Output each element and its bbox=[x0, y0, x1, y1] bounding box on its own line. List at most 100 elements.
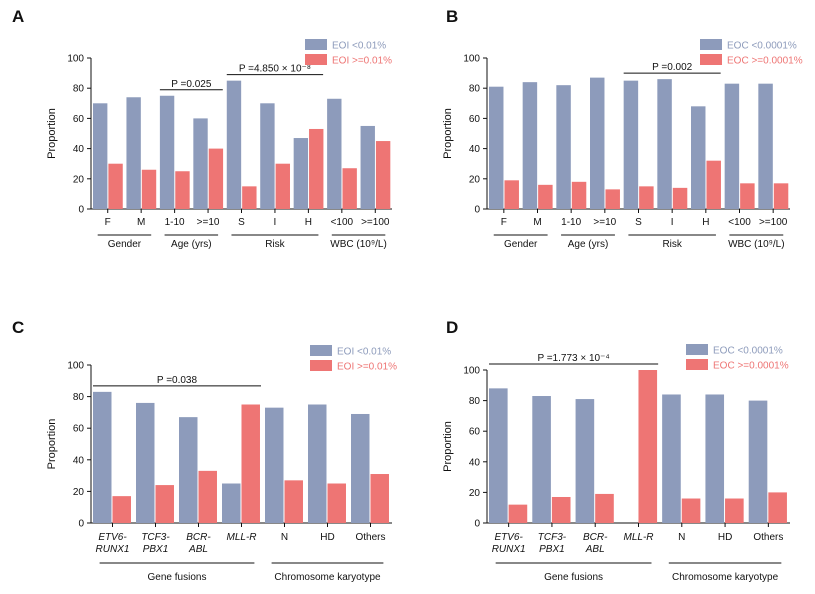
bar-series2 bbox=[706, 160, 721, 209]
legend-label: EOI >=0.01% bbox=[332, 56, 392, 67]
chart-panel-d: D 0 20 40 60 80 100 Proportion ETV6-RUNX1 TCF3-PB… bbox=[442, 318, 790, 583]
significance-label: P =0.038 bbox=[157, 375, 198, 386]
y-tick-label: 40 bbox=[469, 457, 481, 468]
legend-swatch bbox=[305, 39, 327, 50]
y-tick-label: 100 bbox=[67, 54, 84, 65]
x-tick-label: >=100 bbox=[759, 217, 788, 228]
x-tick-label: HD bbox=[320, 532, 334, 543]
bar-series1 bbox=[93, 103, 108, 209]
bar-series1 bbox=[93, 391, 112, 523]
bar-series1 bbox=[226, 80, 242, 210]
y-tick-label: 60 bbox=[469, 427, 481, 438]
bar-series2 bbox=[740, 183, 755, 209]
bar-series2 bbox=[327, 483, 346, 523]
bar-series1 bbox=[662, 394, 681, 523]
x-tick-label: 1-10 bbox=[165, 217, 185, 228]
chart-panel-b: B 0 20 40 60 80 100 Proportion F M 1-10 >=10 S I H <100… bbox=[442, 7, 803, 250]
x-tick-label: F bbox=[105, 217, 111, 228]
bar-series2 bbox=[108, 163, 123, 209]
y-axis-title: Proportion bbox=[442, 108, 454, 159]
bar-series2 bbox=[605, 189, 620, 209]
group-label: Chromosome karyotype bbox=[274, 572, 381, 583]
y-tick-label: 80 bbox=[73, 84, 85, 95]
chart-panel-a: A 0 20 40 60 80 100 Proportion F M 1-10 >=10 S I H <100… bbox=[12, 7, 392, 250]
bar-series1 bbox=[489, 388, 508, 523]
panel-letter: C bbox=[12, 318, 24, 337]
y-axis-title: Proportion bbox=[442, 421, 454, 472]
panel-letter: A bbox=[12, 7, 24, 26]
y-tick-label: 20 bbox=[73, 487, 85, 498]
bar-series1 bbox=[724, 83, 740, 209]
x-tick-label: N bbox=[281, 532, 288, 543]
bar-series1 bbox=[758, 83, 773, 209]
bar-series2 bbox=[638, 370, 658, 523]
x-tick-label: >=10 bbox=[197, 217, 220, 228]
y-tick-label: 0 bbox=[78, 205, 84, 216]
y-tick-label: 60 bbox=[73, 424, 85, 435]
bar-series1 bbox=[136, 402, 155, 523]
bar-series2 bbox=[370, 474, 389, 523]
bar-series1 bbox=[126, 97, 141, 209]
bar-series1 bbox=[705, 394, 725, 523]
bar-series2 bbox=[725, 498, 744, 523]
group-label: Gene fusions bbox=[148, 572, 207, 583]
panel-letter: D bbox=[446, 318, 458, 337]
bar-series1 bbox=[351, 413, 370, 523]
bar-series1 bbox=[222, 483, 241, 523]
bar-series2 bbox=[198, 470, 217, 523]
x-tick-label: MLL-R bbox=[226, 532, 256, 543]
y-tick-label: 20 bbox=[469, 488, 481, 499]
y-tick-label: 40 bbox=[73, 455, 85, 466]
bar-series1 bbox=[159, 95, 175, 209]
y-tick-label: 60 bbox=[73, 114, 85, 125]
y-axis-title: Proportion bbox=[46, 419, 58, 470]
legend-swatch bbox=[686, 359, 708, 370]
group-label: Risk bbox=[265, 239, 285, 250]
bar-series1 bbox=[193, 118, 208, 209]
bar-series1 bbox=[590, 77, 605, 209]
group-label: Chromosome karyotype bbox=[672, 572, 779, 583]
significance-label: P =0.002 bbox=[652, 62, 693, 73]
x-tick-label: TCF3-PBX1 bbox=[141, 532, 170, 555]
bar-series2 bbox=[141, 169, 157, 209]
bar-series2 bbox=[155, 485, 174, 523]
x-tick-label: H bbox=[702, 217, 709, 228]
bar-series2 bbox=[342, 168, 357, 209]
x-tick-label: ETV6-RUNX1 bbox=[492, 532, 526, 555]
x-tick-label: >=100 bbox=[361, 217, 390, 228]
group-label: WBC (10⁹/L) bbox=[330, 239, 387, 250]
y-tick-label: 0 bbox=[474, 519, 480, 530]
bar-series2 bbox=[112, 496, 131, 523]
y-tick-label: 20 bbox=[469, 174, 481, 185]
y-tick-label: 100 bbox=[67, 361, 84, 372]
bar-series2 bbox=[241, 404, 260, 523]
x-tick-label: >=10 bbox=[593, 217, 616, 228]
x-tick-label: <100 bbox=[331, 217, 354, 228]
group-label: Age (yrs) bbox=[171, 239, 212, 250]
x-tick-label: HD bbox=[718, 532, 732, 543]
y-tick-label: 60 bbox=[469, 114, 481, 125]
bar-series2 bbox=[571, 181, 587, 209]
bar-series1 bbox=[260, 103, 275, 209]
y-axis-title: Proportion bbox=[46, 108, 58, 159]
bar-series2 bbox=[551, 496, 571, 523]
bar-series1 bbox=[489, 86, 504, 209]
bar-series2 bbox=[309, 128, 324, 209]
x-tick-label: <100 bbox=[728, 217, 751, 228]
significance-label: P =1.773 × 10⁻⁴ bbox=[537, 353, 609, 364]
bar-series2 bbox=[595, 493, 614, 523]
x-tick-label: Others bbox=[355, 532, 385, 543]
group-label: Gender bbox=[108, 239, 142, 250]
bar-series2 bbox=[375, 141, 391, 209]
y-tick-label: 80 bbox=[469, 84, 481, 95]
legend-swatch bbox=[700, 54, 722, 65]
x-tick-label: BCR-ABL bbox=[583, 532, 608, 555]
legend-label: EOC <0.0001% bbox=[727, 41, 797, 52]
legend-swatch bbox=[686, 344, 708, 355]
x-tick-label: ETV6-RUNX1 bbox=[96, 532, 130, 555]
bar-series1 bbox=[532, 396, 551, 523]
group-label: Risk bbox=[662, 239, 682, 250]
x-tick-label: TCF3-PBX1 bbox=[538, 532, 567, 555]
bar-series1 bbox=[556, 85, 571, 209]
bar-series1 bbox=[308, 404, 327, 523]
